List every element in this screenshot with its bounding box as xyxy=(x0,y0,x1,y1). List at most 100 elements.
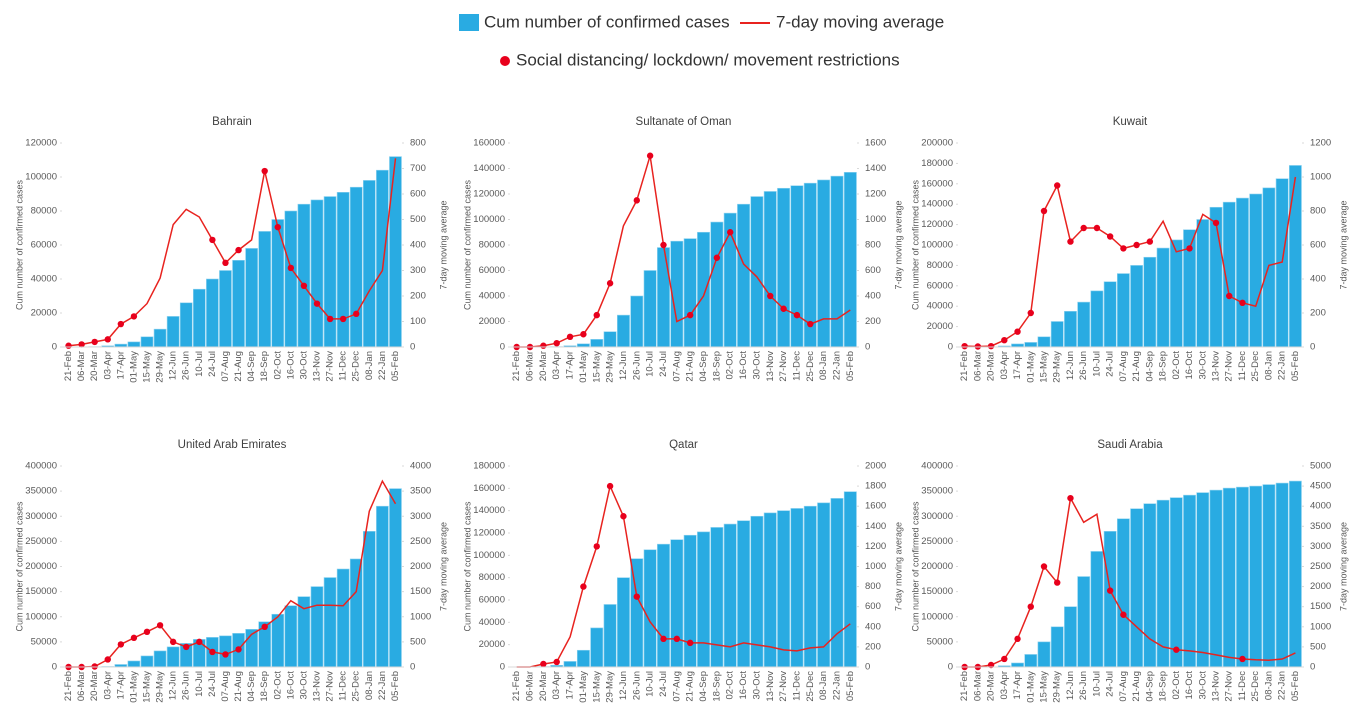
marker xyxy=(607,280,613,286)
y-tick-label: 140000 xyxy=(921,199,953,210)
bar xyxy=(591,628,603,667)
bar xyxy=(791,508,803,667)
bar xyxy=(764,191,776,347)
y2-tick-label: 1500 xyxy=(1310,601,1331,612)
x-tick-label: 13-Nov xyxy=(765,671,776,702)
bar xyxy=(844,172,856,347)
marker xyxy=(607,483,613,489)
y2-tick-label: 800 xyxy=(1310,206,1326,217)
bar xyxy=(1064,311,1076,347)
y2-tick-label: 0 xyxy=(865,342,870,353)
x-tick-label: 06-Mar xyxy=(972,351,983,381)
y-tick-label: 100000 xyxy=(921,611,953,622)
marker xyxy=(131,313,137,319)
y-tick-label: 120000 xyxy=(473,189,505,200)
y2-axis-label: 7-day moving average xyxy=(893,200,903,289)
bar xyxy=(684,535,696,667)
marker xyxy=(327,316,333,322)
x-tick-label: 26-Jun xyxy=(181,351,192,380)
x-tick-label: 30-Oct xyxy=(1197,351,1208,380)
marker xyxy=(301,283,307,289)
x-tick-label: 30-Oct xyxy=(298,671,309,700)
x-tick-label: 01-May xyxy=(578,351,589,383)
x-tick-label: 27-Nov xyxy=(325,351,336,382)
bar xyxy=(657,248,669,347)
x-tick-label: 29-May xyxy=(1052,671,1063,703)
y2-tick-label: 0 xyxy=(410,662,415,673)
bar xyxy=(389,157,401,347)
y2-tick-label: 0 xyxy=(865,662,870,673)
x-tick-label: 06-Mar xyxy=(76,671,87,701)
x-tick-label: 15-May xyxy=(1039,671,1050,703)
marker xyxy=(235,247,241,253)
y2-tick-label: 600 xyxy=(410,189,426,200)
bar xyxy=(1144,504,1156,667)
y-tick-label: 120000 xyxy=(473,528,505,539)
y-tick-label: 100000 xyxy=(921,240,953,251)
y2-tick-label: 1200 xyxy=(865,541,886,552)
bar xyxy=(697,232,709,347)
x-tick-label: 12-Jun xyxy=(168,351,179,380)
x-tick-label: 07-Aug xyxy=(1118,671,1129,702)
bar xyxy=(128,342,140,347)
y2-tick-label: 3500 xyxy=(410,486,431,497)
marker xyxy=(105,336,111,342)
x-tick-label: 02-Oct xyxy=(272,351,283,380)
bar xyxy=(737,521,749,667)
x-tick-label: 26-Jun xyxy=(631,351,642,380)
marker xyxy=(1067,495,1073,501)
marker xyxy=(727,229,733,235)
y-tick-label: 120000 xyxy=(921,219,953,230)
y2-tick-label: 600 xyxy=(865,601,881,612)
x-tick-label: 01-May xyxy=(578,671,589,703)
y2-tick-label: 1400 xyxy=(865,163,886,174)
marker xyxy=(540,661,546,667)
y2-axis-label: 7-day moving average xyxy=(438,522,448,611)
x-tick-label: 04-Sep xyxy=(698,671,709,702)
bar xyxy=(737,204,749,347)
bar xyxy=(777,511,789,667)
y2-tick-label: 200 xyxy=(865,316,881,327)
y2-tick-label: 2000 xyxy=(1310,581,1331,592)
x-tick-label: 06-Mar xyxy=(76,351,87,381)
bar xyxy=(1263,485,1275,667)
bar xyxy=(684,239,696,347)
x-tick-label: 17-Apr xyxy=(565,671,576,700)
y2-tick-label: 1000 xyxy=(1310,621,1331,632)
bar xyxy=(233,260,245,347)
y2-tick-label: 2500 xyxy=(1310,561,1331,572)
marker xyxy=(780,306,786,312)
marker xyxy=(580,331,586,337)
x-tick-label: 12-Jun xyxy=(618,351,629,380)
marker xyxy=(634,593,640,599)
marker xyxy=(554,659,560,665)
y-tick-label: 100000 xyxy=(473,550,505,561)
bar xyxy=(791,186,803,347)
y-tick-label: 0 xyxy=(948,342,953,353)
marker xyxy=(170,639,176,645)
bar xyxy=(1210,207,1222,347)
x-tick-label: 13-Nov xyxy=(1211,671,1222,702)
y2-tick-label: 1600 xyxy=(865,138,886,149)
bar xyxy=(376,506,388,667)
y2-tick-label: 1400 xyxy=(865,521,886,532)
x-tick-label: 16-Oct xyxy=(285,671,296,700)
y-tick-label: 60000 xyxy=(479,595,505,606)
marker xyxy=(687,640,693,646)
x-tick-label: 25-Dec xyxy=(1250,351,1261,382)
y-tick-label: 60000 xyxy=(31,240,57,251)
y2-tick-label: 700 xyxy=(410,163,426,174)
x-tick-label: 15-May xyxy=(142,351,153,383)
x-tick-label: 20-Mar xyxy=(89,351,100,381)
x-tick-label: 16-Oct xyxy=(1184,671,1195,700)
bar xyxy=(617,315,629,347)
x-tick-label: 02-Oct xyxy=(272,671,283,700)
y2-tick-label: 1000 xyxy=(410,611,431,622)
bar xyxy=(1078,577,1090,667)
marker xyxy=(131,635,137,641)
bar xyxy=(363,180,375,347)
x-tick-label: 13-Nov xyxy=(1211,351,1222,382)
x-tick-label: 21-Aug xyxy=(1131,351,1142,382)
y-tick-label: 350000 xyxy=(25,486,57,497)
